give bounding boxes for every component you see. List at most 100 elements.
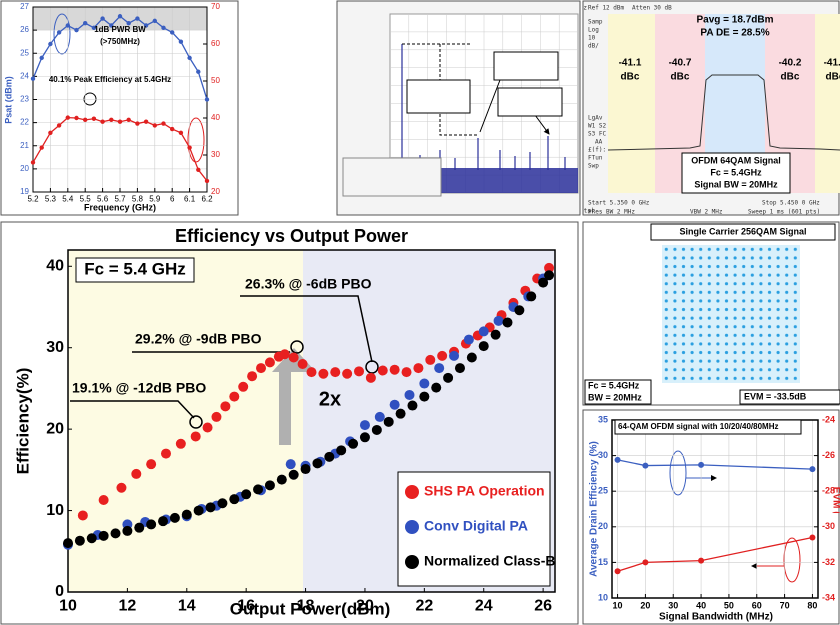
point [87, 533, 97, 543]
screen-label: VBW 2 MHz [690, 209, 723, 216]
x-axis-label: Frequency (GHz) [84, 202, 156, 212]
screen-label: AA [595, 139, 603, 146]
annotation: 29.2% @ -9dB PBO [135, 331, 262, 347]
point [378, 366, 388, 376]
point [220, 401, 230, 411]
point [318, 369, 328, 379]
point [526, 291, 536, 301]
annotation: 40.1% Peak Efficiency at 5.4GHz [49, 75, 171, 84]
point [191, 431, 201, 441]
point [443, 373, 453, 383]
screen-label: £(f): [588, 147, 606, 154]
x-tick-label: 50 [724, 600, 734, 610]
y-tick-label: 0 [55, 583, 64, 600]
marker [118, 14, 122, 18]
screen-label: 10 [588, 35, 596, 42]
annotation: dBc [621, 72, 640, 83]
y2-tick-label: -26 [822, 450, 835, 460]
point [360, 420, 370, 430]
marker [170, 127, 174, 131]
point [241, 489, 251, 499]
y-tick-label: 20 [20, 164, 29, 173]
point [479, 341, 489, 351]
y2-tick-label: -24 [822, 414, 835, 424]
x-tick-label: 70 [780, 600, 790, 610]
point [479, 326, 489, 336]
point [99, 531, 109, 541]
point [158, 516, 168, 526]
point [194, 506, 204, 516]
screen-label: W1 S2 [588, 123, 606, 130]
point [307, 367, 317, 377]
marker [109, 118, 113, 122]
marker [809, 466, 815, 472]
legend-label: SHS PA Operation [424, 483, 545, 499]
point [170, 513, 180, 523]
marker [57, 123, 61, 127]
point [396, 409, 406, 419]
marker [100, 120, 104, 124]
marker [642, 463, 648, 469]
x-tick-label: 6 [170, 194, 175, 203]
point [437, 351, 447, 361]
marker [179, 131, 183, 135]
y-tick-label: 10 [46, 502, 64, 519]
point [494, 316, 504, 326]
point [280, 349, 290, 359]
marker [698, 462, 704, 468]
annotation: -41.1 [619, 58, 642, 69]
marker [135, 121, 139, 125]
panel-title: Single Carrier 256QAM Signal [679, 226, 806, 236]
x-axis-label: Output Power(dBm) [230, 599, 391, 618]
legend-swatch [405, 485, 419, 499]
annotation: 2x [319, 388, 341, 410]
y2-tick-label: 30 [211, 150, 220, 159]
point [419, 379, 429, 389]
point [265, 357, 275, 367]
point [348, 439, 358, 449]
screen-label: FTun [588, 155, 603, 162]
point [298, 359, 308, 369]
point [301, 464, 311, 474]
legend-swatch [405, 555, 419, 569]
point [131, 469, 141, 479]
marker [144, 120, 148, 124]
y-tick-label: 22 [20, 118, 29, 127]
screen-label: Stop 5.450 0 GHz [762, 200, 820, 207]
marker [31, 160, 35, 164]
point [116, 483, 126, 493]
screen-label: dB/ [588, 43, 599, 50]
marker [170, 30, 174, 34]
point [78, 510, 88, 520]
point [425, 355, 435, 365]
point [413, 363, 423, 373]
y-axis-label: Efficiency(%) [13, 368, 32, 475]
point [146, 459, 156, 469]
marker [179, 39, 183, 43]
y2-tick-label: 50 [211, 76, 220, 85]
point [491, 330, 501, 340]
y2-tick-label: 60 [211, 39, 220, 48]
point [63, 538, 73, 548]
point [161, 449, 171, 459]
marker [118, 120, 122, 124]
marker [100, 16, 104, 20]
point [99, 495, 109, 505]
y-tick-label: 26 [20, 25, 29, 34]
point [247, 371, 257, 381]
point [360, 432, 370, 442]
x-tick-label: 26 [534, 598, 552, 615]
point [253, 484, 263, 494]
x-tick-label: 6.1 [184, 194, 196, 203]
y-tick-label: 20 [46, 420, 64, 437]
point [324, 452, 334, 462]
point [203, 423, 213, 433]
point [402, 367, 412, 377]
marker [74, 116, 78, 120]
point [455, 363, 465, 373]
marker [153, 123, 157, 127]
point [372, 425, 382, 435]
legend-swatch [405, 520, 419, 534]
x-tick-label: 20 [640, 600, 650, 610]
x-tick-label: 60 [752, 600, 762, 610]
